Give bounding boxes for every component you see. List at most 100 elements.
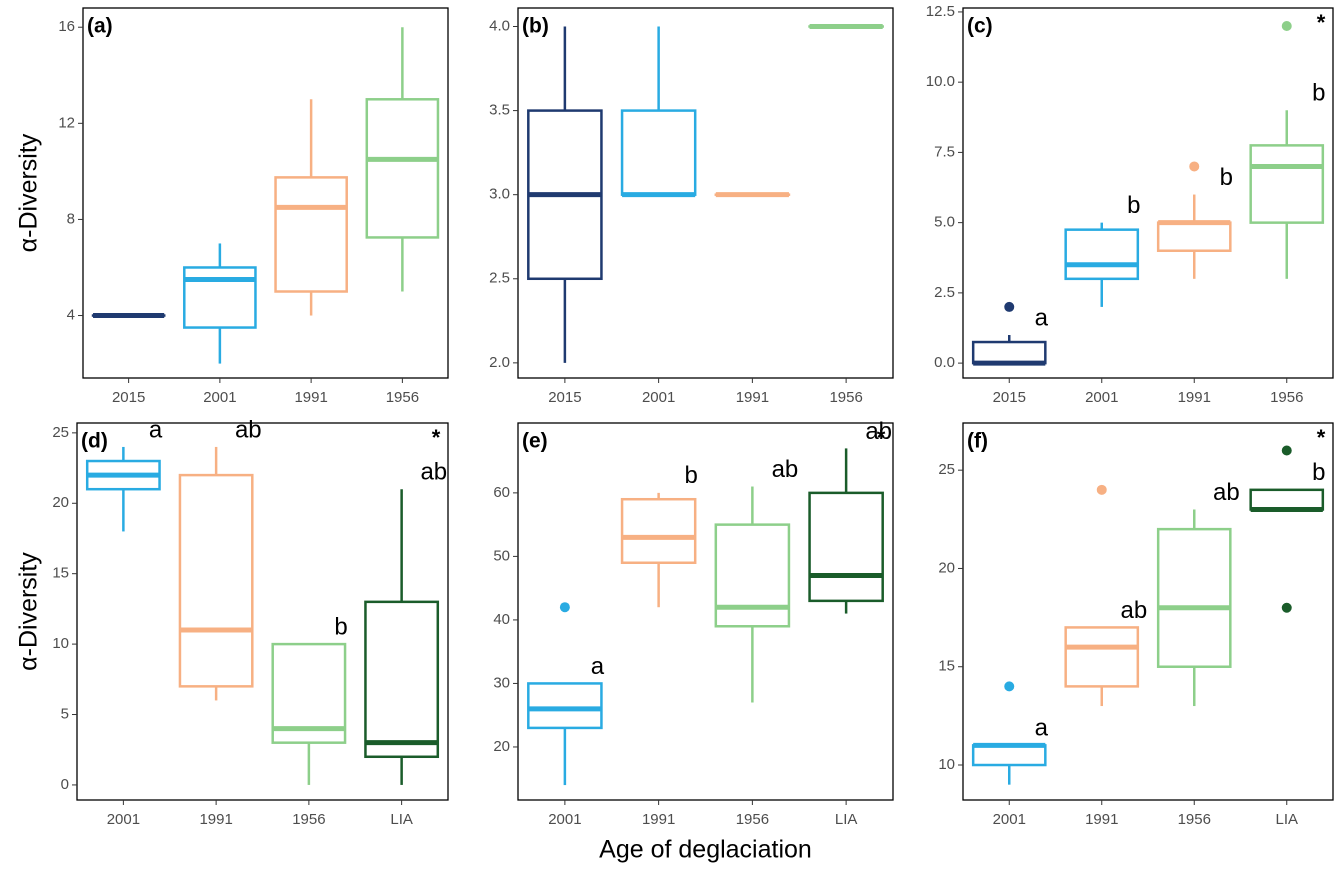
outlier: [560, 602, 570, 612]
significance-letter: ab: [1120, 597, 1147, 624]
significance-letter: ab: [420, 459, 447, 486]
x-tick-label: 1956: [386, 389, 419, 406]
significance-letter: ab: [235, 416, 262, 443]
x-tick-label: 2001: [548, 811, 581, 828]
outlier: [1189, 161, 1199, 171]
panel-label: (e): [522, 430, 548, 453]
x-tick-label: 2001: [1085, 389, 1118, 406]
x-tick-label: 2015: [993, 389, 1026, 406]
box: [973, 342, 1045, 363]
box: [367, 99, 438, 237]
panel-label: (a): [87, 15, 113, 38]
y-tick-label: 20: [938, 559, 955, 576]
asterisk: *: [877, 425, 886, 450]
x-tick-label: 2015: [548, 389, 581, 406]
box: [528, 683, 601, 727]
x-tick-label: 2001: [107, 811, 140, 828]
box: [1066, 230, 1138, 279]
box: [276, 177, 347, 291]
y-tick-label: 12.5: [926, 3, 955, 20]
x-tick-label: 2015: [112, 389, 145, 406]
y-tick-label: 8: [67, 210, 75, 227]
y-tick-label: 5: [61, 705, 69, 722]
significance-letter: a: [591, 653, 605, 680]
x-tick-label: 1991: [736, 389, 769, 406]
significance-letter: a: [1035, 715, 1049, 742]
box: [1158, 529, 1230, 667]
x-tick-label: 2001: [203, 389, 236, 406]
y-tick-label: 16: [58, 18, 75, 35]
y-tick-label: 12: [58, 114, 75, 131]
y-tick-label: 30: [493, 674, 510, 691]
panel-label: (f): [967, 430, 988, 453]
asterisk: *: [1317, 10, 1326, 35]
box: [1251, 490, 1323, 510]
y-tick-label: 2.5: [934, 284, 955, 301]
box: [184, 267, 255, 327]
x-tick-label: 1956: [1270, 389, 1303, 406]
significance-letter: b: [1127, 192, 1140, 219]
significance-letter: b: [1312, 80, 1325, 107]
y-tick-label: 0: [61, 776, 69, 793]
box: [810, 493, 883, 601]
x-tick-label: 1991: [1178, 389, 1211, 406]
y-tick-label: 10: [52, 635, 69, 652]
box: [180, 475, 252, 686]
significance-letter: ab: [772, 456, 799, 483]
significance-letter: b: [334, 613, 347, 640]
outlier: [1282, 603, 1292, 613]
asterisk: *: [432, 425, 441, 450]
panel-label: (d): [81, 430, 108, 453]
x-tick-label: 1991: [1085, 811, 1118, 828]
y-tick-label: 10.0: [926, 73, 955, 90]
y-tick-label: 7.5: [934, 143, 955, 160]
box: [716, 525, 789, 627]
outlier: [1004, 302, 1014, 312]
box: [622, 499, 695, 563]
significance-letter: b: [685, 462, 698, 489]
y-tick-label: 60: [493, 484, 510, 501]
y-tick-label: 4: [67, 307, 75, 324]
box: [973, 745, 1045, 765]
x-tick-label: 1956: [736, 811, 769, 828]
y-tick-label: 10: [938, 756, 955, 773]
x-tick-label: 1956: [829, 389, 862, 406]
box: [622, 111, 695, 195]
box: [1158, 223, 1230, 251]
y-tick-label: 5.0: [934, 214, 955, 231]
outlier: [1282, 21, 1292, 31]
panel-label: (c): [967, 15, 993, 38]
y-tick-label: 15: [52, 565, 69, 582]
y-tick-label: 15: [938, 658, 955, 675]
y-tick-label: 0.0: [934, 354, 955, 371]
y-tick-label: 50: [493, 547, 510, 564]
significance-letter: a: [1035, 304, 1049, 331]
panel-label: (b): [522, 15, 549, 38]
box: [1251, 145, 1323, 222]
y-tick-label: 2.5: [489, 270, 510, 287]
significance-letter: a: [149, 416, 163, 443]
outlier: [1004, 681, 1014, 691]
x-tick-label: 1991: [294, 389, 327, 406]
y-tick-label: 2.0: [489, 354, 510, 371]
box: [1066, 627, 1138, 686]
significance-letter: b: [1220, 164, 1233, 191]
y-axis-title: α-Diversity: [15, 133, 43, 252]
x-tick-label: LIA: [835, 811, 858, 828]
box: [365, 602, 437, 757]
significance-letter: b: [1312, 459, 1325, 486]
x-tick-label: 2001: [993, 811, 1026, 828]
y-axis-title: α-Diversity: [15, 552, 43, 671]
y-tick-label: 40: [493, 611, 510, 628]
x-tick-label: 1991: [642, 811, 675, 828]
significance-letter: ab: [1213, 479, 1240, 506]
y-tick-label: 3.0: [489, 186, 510, 203]
outlier: [1282, 446, 1292, 456]
y-tick-label: 4.0: [489, 17, 510, 34]
x-tick-label: LIA: [390, 811, 413, 828]
y-tick-label: 20: [52, 494, 69, 511]
x-tick-label: 1956: [1178, 811, 1211, 828]
x-tick-label: 1991: [199, 811, 232, 828]
x-axis-title: Age of deglaciation: [599, 836, 812, 864]
